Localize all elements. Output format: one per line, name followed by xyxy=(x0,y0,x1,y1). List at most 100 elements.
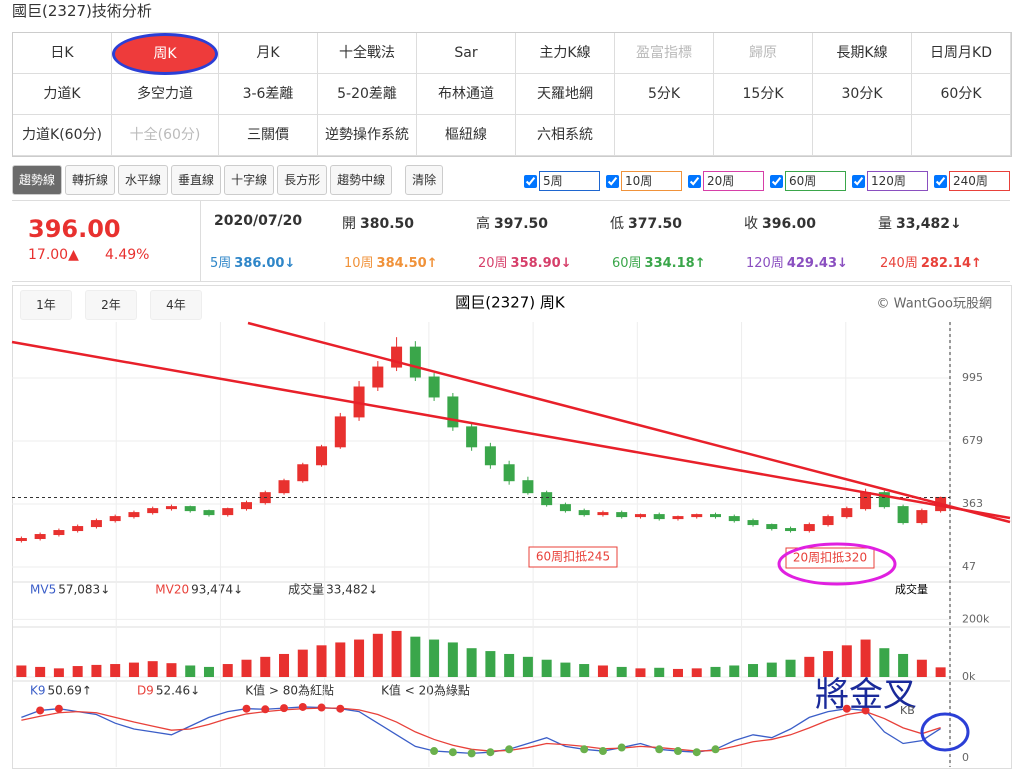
candle-body xyxy=(428,376,440,398)
quote-ma: 20周 358.90↓ xyxy=(478,252,572,271)
tool-button[interactable]: 轉折線 xyxy=(65,165,116,195)
menu-item[interactable]: 多空力道 xyxy=(112,74,219,115)
range-button[interactable]: 4年 xyxy=(150,290,202,320)
menu-item[interactable]: 月K xyxy=(219,33,318,74)
ma-checkbox[interactable] xyxy=(606,174,619,188)
y-tick-label: 47 xyxy=(962,560,976,573)
menu-item[interactable]: 主力K線 xyxy=(516,33,615,74)
menu-item[interactable]: 六相系統 xyxy=(516,115,615,156)
ma-select[interactable]: 10周 xyxy=(621,171,682,191)
tool-button[interactable]: 水平線 xyxy=(118,165,169,195)
volume-bar xyxy=(748,664,759,677)
volume-bar xyxy=(485,651,496,677)
header-label: MV20 xyxy=(155,583,189,597)
ma-select[interactable]: 20周 xyxy=(703,171,764,191)
menu-item[interactable]: 5分K xyxy=(615,74,714,115)
kd-dot xyxy=(280,704,289,713)
ma-select[interactable]: 5周 xyxy=(539,171,600,191)
menu-item[interactable]: 逆勢操作系統 xyxy=(318,115,417,156)
volume-bar xyxy=(260,656,271,677)
ma-checkbox[interactable] xyxy=(852,174,865,188)
menu-item[interactable]: 日周月KD xyxy=(912,33,1011,74)
menu-item[interactable]: 布林通道 xyxy=(417,74,516,115)
field-value: 377.50 xyxy=(628,216,683,232)
y-tick-label: 995 xyxy=(962,371,983,384)
tool-button[interactable]: 垂直線 xyxy=(171,165,222,195)
trend-line xyxy=(247,321,1011,524)
ma-select[interactable]: 60周 xyxy=(785,171,846,191)
menu-item[interactable]: 周K xyxy=(112,33,219,75)
ma-select[interactable]: 240周 xyxy=(949,171,1010,191)
clear-button[interactable]: 清除 xyxy=(405,165,444,195)
menu-item[interactable]: 天羅地網 xyxy=(516,74,615,115)
ma-toggle[interactable]: 120周 xyxy=(852,171,928,191)
ma-toggle[interactable]: 240周 xyxy=(934,171,1010,191)
header-value: 33,482↓ xyxy=(326,583,378,597)
candle-body xyxy=(34,534,46,540)
volume-bar xyxy=(110,664,121,677)
trend-line xyxy=(11,340,1011,520)
y-tick-label: 363 xyxy=(962,497,983,510)
ma-checkbox[interactable] xyxy=(770,174,783,188)
quote-field: 高 397.50 xyxy=(476,213,548,233)
menu-item[interactable]: Sar xyxy=(417,33,516,74)
menu-item[interactable]: 長期K線 xyxy=(813,33,912,74)
menu-item[interactable]: 3-6差離 xyxy=(219,74,318,115)
candle-body xyxy=(316,446,328,466)
field-label: 開 xyxy=(342,216,356,232)
candle-body xyxy=(278,480,290,494)
volume-bar xyxy=(128,662,139,677)
kd-line xyxy=(21,707,941,752)
menu-item[interactable]: 三關價 xyxy=(219,115,318,156)
header-value: 57,083↓ xyxy=(58,583,110,597)
tool-button[interactable]: 趨勢中線 xyxy=(330,165,393,195)
kd-dot xyxy=(617,743,626,752)
candle-body xyxy=(578,510,590,516)
menu-item[interactable]: 5-20差離 xyxy=(318,74,417,115)
volume-bar xyxy=(241,659,252,677)
candle-body xyxy=(766,524,778,530)
kd-dot xyxy=(486,748,495,757)
menu-item[interactable]: 30分K xyxy=(813,74,912,115)
ma-select[interactable]: 120周 xyxy=(867,171,928,191)
tool-button[interactable]: 十字線 xyxy=(224,165,275,195)
ma-toggle[interactable]: 60周 xyxy=(770,171,846,191)
ma-checkbox[interactable] xyxy=(934,174,947,188)
menu-item[interactable]: 60分K xyxy=(912,74,1011,115)
kd-dot xyxy=(430,747,439,756)
volume-bar xyxy=(354,639,365,677)
range-button[interactable]: 1年 xyxy=(20,290,72,320)
menu-item[interactable]: 15分K xyxy=(714,74,813,115)
menu-item[interactable]: 力道K(60分) xyxy=(13,115,112,156)
menu-item[interactable]: 日K xyxy=(13,33,112,74)
volume-bar xyxy=(53,668,64,677)
toolbar: 趨勢線 轉折線 水平線 垂直線 十字線 長方形 趨勢中線 清除 xyxy=(12,165,1012,195)
volume-bar xyxy=(16,665,27,677)
candle-body xyxy=(503,464,515,482)
tool-button[interactable]: 趨勢線 xyxy=(12,165,63,195)
ma-checkbox[interactable] xyxy=(524,174,537,188)
menu-item[interactable]: 十全(60分) xyxy=(112,115,219,156)
volume-bar xyxy=(410,636,421,677)
tool-button[interactable]: 長方形 xyxy=(277,165,328,195)
candle-body xyxy=(372,366,384,388)
volume-bar xyxy=(466,648,477,677)
menu-item[interactable]: 十全戰法 xyxy=(318,33,417,74)
candle-body xyxy=(841,508,853,518)
candle-body xyxy=(803,524,815,532)
ma-toggle[interactable]: 20周 xyxy=(688,171,764,191)
quote-panel: 396.00 17.00▲ 4.49% 2020/07/20 開 380.50 高 3… xyxy=(12,200,1010,282)
range-button[interactable]: 2年 xyxy=(85,290,137,320)
candle-body xyxy=(878,492,890,508)
volume-bar xyxy=(710,666,721,677)
menu-item[interactable]: 盈富指標 xyxy=(615,33,714,74)
field-value: 380.50 xyxy=(360,216,415,232)
ma-toggle[interactable]: 5周 xyxy=(524,171,600,191)
menu-item[interactable]: 力道K xyxy=(13,74,112,115)
menu-item[interactable]: 歸原 xyxy=(714,33,813,74)
menu-item[interactable]: 樞紐線 xyxy=(417,115,516,156)
candle-body xyxy=(72,526,84,532)
ma-toggle[interactable]: 10周 xyxy=(606,171,682,191)
ma-checkbox[interactable] xyxy=(688,174,701,188)
volume-bar xyxy=(804,656,815,677)
